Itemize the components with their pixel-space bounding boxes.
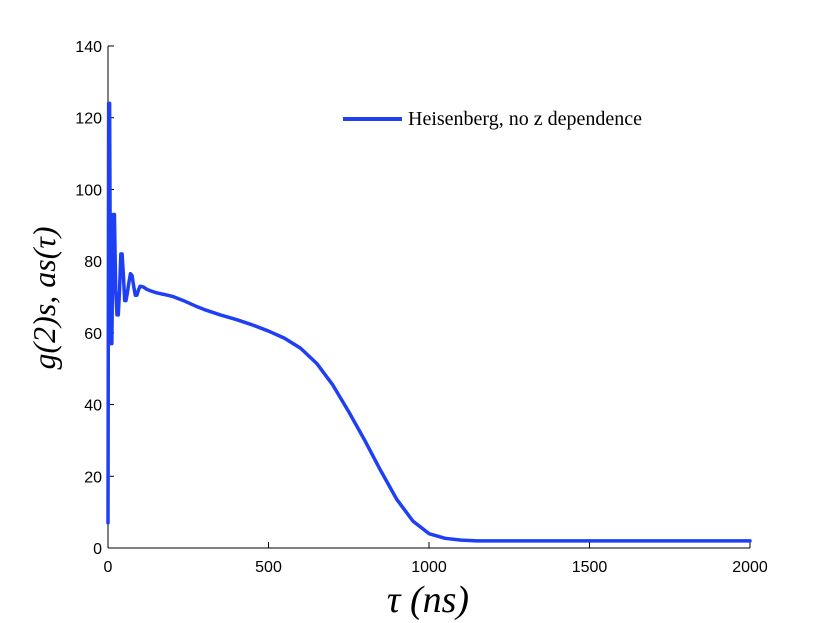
- y-tick-label: 80: [84, 254, 102, 271]
- y-tick-label: 100: [75, 182, 102, 199]
- x-tick-label: 0: [104, 559, 113, 576]
- y-axis-label: g(2)s, as(τ): [26, 227, 62, 370]
- x-ticks: 0 500 1000 1500 2000: [104, 542, 768, 576]
- x-tick-label: 500: [255, 559, 282, 576]
- x-tick-label: 1500: [572, 559, 608, 576]
- series-line: [106, 101, 752, 543]
- y-tick-label: 60: [84, 326, 102, 343]
- y-ticks: 0 20 40 60 80 100 120 140: [75, 39, 114, 558]
- y-tick-label: 40: [84, 398, 102, 415]
- x-axis-label: τ (ns): [387, 579, 469, 621]
- y-tick-label: 120: [75, 111, 102, 128]
- y-tick-label: 140: [75, 39, 102, 56]
- legend: Heisenberg, no z dependence: [343, 108, 642, 130]
- x-tick-label: 1000: [411, 559, 447, 576]
- legend-entry: Heisenberg, no z dependence: [408, 108, 642, 130]
- x-tick-label: 2000: [732, 559, 768, 576]
- y-tick-label: 20: [84, 469, 102, 486]
- series-group: [106, 101, 752, 543]
- y-tick-label: 0: [93, 541, 102, 558]
